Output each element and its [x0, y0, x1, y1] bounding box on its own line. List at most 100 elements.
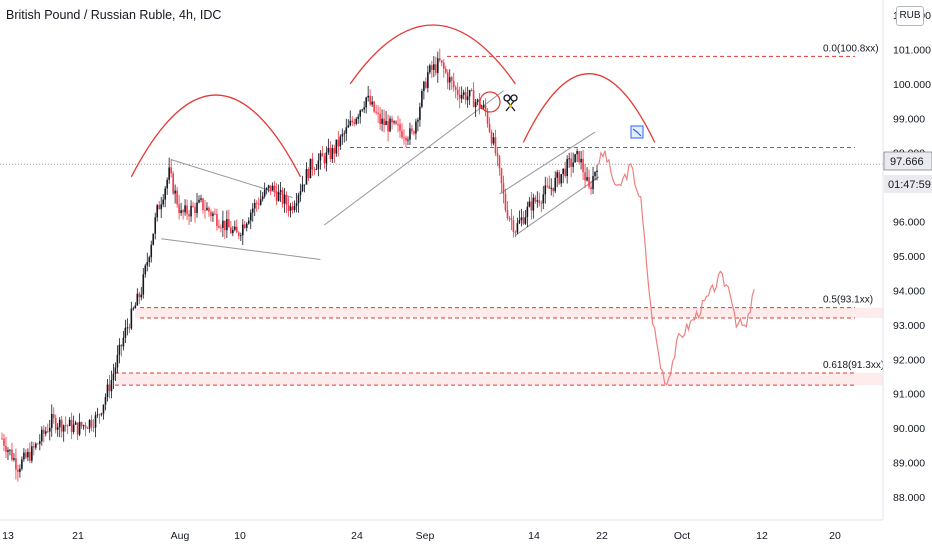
- candle: [206, 202, 208, 211]
- candle-body: [562, 168, 564, 175]
- candle-body: [323, 156, 326, 164]
- candle: [243, 220, 246, 229]
- candle-body: [435, 64, 437, 73]
- candle-body: [419, 106, 421, 120]
- candle: [204, 199, 206, 219]
- candle: [202, 197, 204, 214]
- candle: [58, 416, 61, 438]
- price-axis[interactable]: 102.000101.000100.00099.00098.00097.0009…: [882, 0, 931, 520]
- candle: [98, 413, 101, 424]
- candle-body: [307, 169, 310, 179]
- drawing-icons[interactable]: [479, 91, 644, 139]
- candle: [138, 291, 141, 305]
- candle-body: [52, 414, 55, 418]
- candle-body: [383, 118, 385, 126]
- candle: [198, 195, 200, 204]
- candle-body: [327, 147, 330, 153]
- currency-button[interactable]: RUB: [896, 6, 924, 26]
- candle-body: [520, 217, 523, 221]
- candle: [494, 129, 497, 156]
- candle: [317, 153, 320, 177]
- candle-body: [134, 305, 137, 309]
- candle-body: [19, 468, 21, 472]
- candle: [144, 263, 147, 278]
- candle-body: [158, 205, 161, 210]
- candle: [15, 448, 17, 480]
- candle: [492, 132, 495, 146]
- candle-body: [130, 308, 133, 329]
- candle: [468, 89, 471, 105]
- candle-body: [590, 186, 592, 190]
- candle-body: [281, 190, 284, 204]
- candle-body: [208, 207, 210, 212]
- candle-body: [104, 397, 107, 405]
- candle: [435, 56, 437, 76]
- candle-body: [395, 121, 397, 124]
- candle-body: [279, 190, 282, 193]
- candle-body: [512, 219, 515, 232]
- candle-body: [534, 197, 537, 202]
- candle: [255, 200, 258, 212]
- candle-body: [7, 450, 9, 452]
- candle-body: [478, 99, 481, 109]
- candle: [476, 98, 479, 106]
- candle: [236, 219, 238, 233]
- circle-marker-icon: [479, 91, 501, 113]
- candle-body: [514, 231, 517, 233]
- candle: [379, 107, 381, 130]
- candle-body: [572, 162, 574, 167]
- candle: [550, 178, 553, 196]
- candle-body: [128, 327, 131, 329]
- candle: [3, 434, 5, 452]
- candle-body: [494, 137, 497, 154]
- candle: [76, 422, 79, 441]
- candle: [148, 255, 151, 268]
- candle-body: [313, 169, 316, 171]
- projection-path: [596, 150, 755, 386]
- candle-body: [98, 414, 101, 416]
- candle: [532, 193, 535, 219]
- y-tick-label: 91.000: [893, 389, 925, 401]
- candle: [458, 86, 461, 109]
- candle: [228, 209, 230, 228]
- candle: [208, 206, 210, 217]
- candle-body: [528, 201, 531, 207]
- candle-body: [309, 158, 312, 179]
- candle: [54, 414, 57, 434]
- candle-body: [574, 154, 576, 163]
- candle: [188, 210, 190, 225]
- y-tick-label: 88.000: [893, 492, 925, 504]
- candle: [283, 188, 286, 213]
- candle: [110, 370, 113, 399]
- candle-body: [122, 337, 125, 347]
- candle-body: [100, 413, 103, 415]
- time-axis[interactable]: 13 21 Aug 10 24 Sep 14 22 Oct 12 20: [0, 519, 883, 542]
- candle-body: [94, 415, 97, 428]
- candle-body: [421, 90, 423, 107]
- candlesticks[interactable]: [1, 48, 598, 482]
- projection-tool-icon[interactable]: [630, 125, 644, 139]
- candle: [578, 150, 580, 165]
- candle: [192, 201, 194, 208]
- candle: [506, 201, 509, 221]
- x-tick-label: Aug: [171, 530, 190, 542]
- candle: [399, 118, 401, 138]
- candle: [33, 442, 35, 456]
- candle-body: [9, 449, 11, 451]
- candle: [232, 226, 234, 237]
- candle: [413, 130, 415, 136]
- candle-body: [437, 58, 439, 73]
- candle-body: [154, 217, 157, 234]
- candle: [17, 464, 19, 482]
- candle-body: [429, 65, 431, 73]
- scissors-icon[interactable]: [503, 94, 518, 112]
- candle: [160, 196, 162, 219]
- candle: [580, 151, 582, 170]
- candle: [472, 82, 475, 108]
- candle-body: [482, 105, 485, 108]
- candle-body: [367, 95, 369, 98]
- candle: [263, 182, 266, 199]
- candle: [41, 426, 43, 446]
- horizontal-levels: [0, 55, 883, 386]
